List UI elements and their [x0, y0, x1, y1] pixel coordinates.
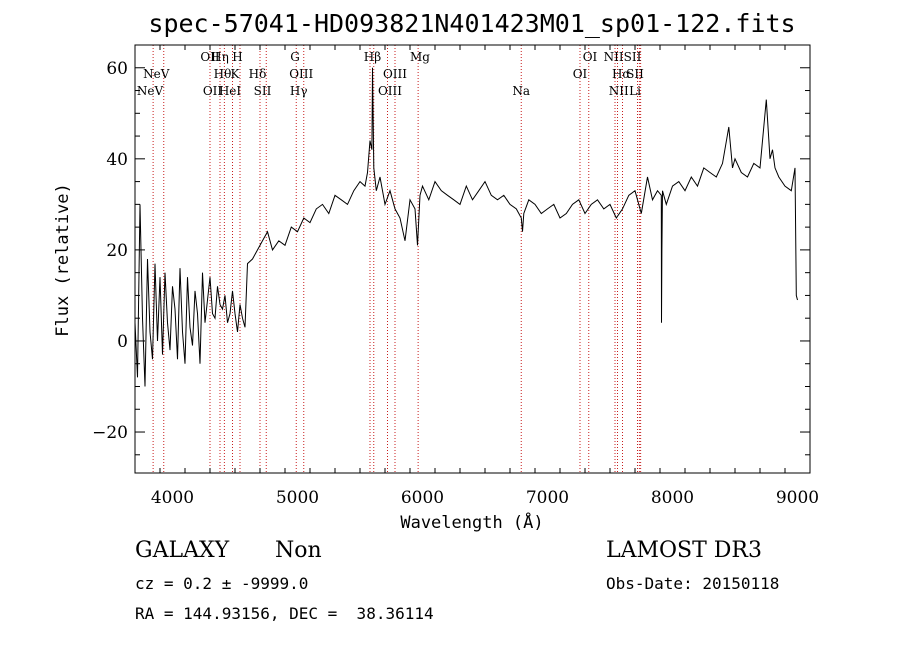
x-tick-label: 4000 — [151, 488, 194, 508]
x-axis-label: Wavelength (Å) — [400, 511, 543, 533]
line-label: Hα — [612, 67, 631, 81]
line-label: OIII — [383, 67, 407, 81]
y-tick-label: 20 — [106, 241, 128, 261]
line-label: NIISII — [604, 50, 642, 64]
line-label: Na — [512, 84, 530, 98]
emission-line-markers — [152, 45, 642, 473]
line-label: OI — [573, 67, 588, 81]
spectrum-line — [134, 67, 798, 387]
line-label: NeV — [137, 84, 164, 98]
coordinates: RA = 144.93156, DEC = 38.36114 — [135, 604, 434, 623]
line-label: Hθ — [214, 67, 232, 81]
y-axis-ticks: −20 0 20 40 60 — [92, 44, 810, 456]
line-label: G — [290, 50, 300, 64]
object-class: GALAXY — [135, 538, 230, 563]
x-tick-label: 5000 — [276, 488, 319, 508]
line-label: Li — [629, 84, 641, 98]
line-label: OII — [203, 84, 223, 98]
line-label: OIII — [289, 67, 313, 81]
survey-name: LAMOST DR3 — [606, 538, 762, 563]
plot-frame — [134, 44, 811, 474]
line-label: SII — [254, 84, 272, 98]
x-axis-ticks: 4000 5000 6000 7000 8000 9000 — [134, 45, 819, 508]
chart-title: spec-57041-HD093821N401423M01_sp01-122.f… — [148, 9, 795, 38]
line-label: H — [232, 50, 242, 64]
y-tick-label: 40 — [106, 150, 128, 170]
y-tick-label: 60 — [106, 59, 128, 79]
line-label: OII — [200, 50, 220, 64]
line-label: Mg — [410, 50, 430, 64]
redshift-cz: cz = 0.2 ± -9999.0 — [135, 574, 309, 593]
line-label: Hγ — [290, 84, 308, 98]
x-tick-label: 9000 — [776, 488, 819, 508]
line-label: OI — [583, 50, 598, 64]
y-tick-label: −20 — [92, 423, 128, 443]
x-tick-label: 7000 — [526, 488, 569, 508]
line-label: SII — [626, 67, 644, 81]
line-label: Hη — [211, 50, 229, 64]
line-label: K — [231, 67, 241, 81]
line-label: OIII — [378, 84, 402, 98]
line-label: Hδ — [249, 67, 267, 81]
line-label: NII — [609, 84, 629, 98]
line-label: NeV — [143, 67, 170, 81]
line-label: Hβ — [364, 50, 381, 64]
y-tick-label: 0 — [117, 332, 128, 352]
x-tick-label: 8000 — [651, 488, 694, 508]
x-tick-label: 6000 — [401, 488, 444, 508]
object-subclass: Non — [275, 538, 322, 563]
line-label: HeI — [219, 84, 242, 98]
y-axis-label: Flux (relative) — [53, 183, 73, 337]
obs-date: Obs-Date: 20150118 — [606, 574, 780, 593]
